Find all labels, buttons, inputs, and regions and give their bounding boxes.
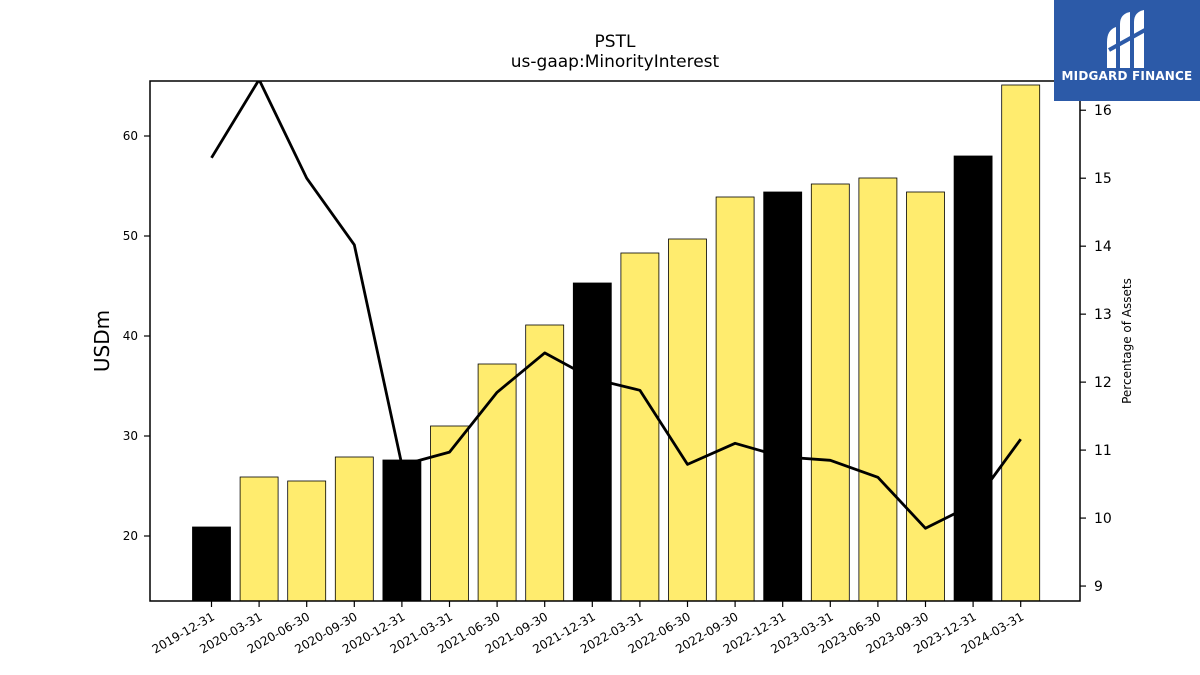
bar-2020-09-30 (334, 456, 374, 602)
bar-2022-06-30 (668, 238, 707, 602)
y2-tick-label: 13 (1094, 307, 1112, 323)
x-axis: 2019-12-312020-03-312020-06-302020-09-30… (150, 601, 1026, 656)
chart-subtitle: us-gaap:MinorityInterest (510, 52, 720, 72)
y2-tick-label: 9 (1094, 579, 1103, 595)
y2-tick-label: 12 (1094, 375, 1112, 391)
y2-tick-label: 16 (1094, 103, 1112, 119)
bar-2021-09-30 (525, 324, 565, 602)
bar-2021-12-31 (572, 282, 612, 602)
bar-2020-03-31 (239, 476, 279, 602)
percentage-line (210, 81, 1022, 530)
bar-2020-06-30 (287, 480, 327, 602)
bar-2020-12-31 (382, 459, 422, 602)
bar-2023-09-30 (906, 191, 945, 602)
y-tick-label: 60 (123, 129, 138, 143)
logo-mark-icon (1107, 10, 1146, 68)
bar-2021-06-30 (477, 363, 517, 602)
logo: MIDGARD FINANCE (1054, 0, 1200, 101)
y2-tick-label: 15 (1094, 171, 1112, 187)
logo-text: MIDGARD FINANCE (1061, 69, 1193, 83)
y2-tick-label: 10 (1094, 511, 1112, 527)
y-tick-label: 50 (123, 229, 138, 243)
bar-2022-09-30 (715, 196, 755, 602)
bar-2023-06-30 (858, 177, 898, 602)
plot-frame (149, 80, 1081, 602)
y-tick-label: 20 (123, 529, 138, 543)
y2-tick-label: 14 (1094, 239, 1112, 255)
left-axis: 20 30 40 50 60 (123, 129, 150, 543)
bar-2023-12-31 (953, 155, 993, 602)
right-axis: 9 10 11 12 13 14 15 16 (1080, 103, 1112, 595)
y-tick-label: 40 (123, 329, 138, 343)
bar-2024-03-31 (1001, 84, 1041, 602)
bar-2019-12-31 (192, 526, 231, 602)
y-axis-label: USDm (90, 310, 114, 372)
y-tick-label: 30 (123, 429, 138, 443)
y2-tick-label: 11 (1094, 443, 1112, 459)
bar-2023-03-31 (810, 183, 850, 602)
y2-axis-label: Percentage of Assets (1120, 278, 1134, 404)
bar-2022-03-31 (620, 252, 660, 602)
bars-layer (192, 84, 1041, 602)
chart-title: PSTL (594, 32, 636, 52)
line-layer (210, 81, 1022, 530)
bar-2022-12-31 (763, 191, 803, 602)
